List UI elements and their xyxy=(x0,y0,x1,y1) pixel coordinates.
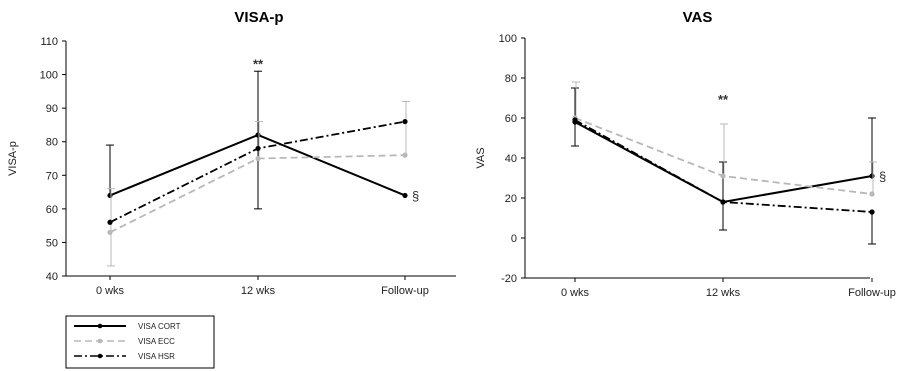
y-tick-label: 40 xyxy=(505,153,517,165)
series-visa-hsr xyxy=(572,117,876,245)
legend-entry: VISA ECC xyxy=(74,337,175,346)
significance-annotation: § xyxy=(412,188,419,203)
data-point xyxy=(402,152,408,158)
chart-title: VAS xyxy=(683,9,713,26)
series-visa-cort xyxy=(106,70,408,210)
chart-1: VISA-p 40 50 60 70 80 90 100 110 0 wks 12 wks Follo… xyxy=(7,9,456,297)
y-tick-label: 60 xyxy=(46,204,58,216)
data-point xyxy=(869,173,875,179)
data-point xyxy=(720,199,726,205)
y-axis-label: VAS xyxy=(475,147,487,168)
data-point xyxy=(107,229,113,235)
y-tick-label: 0 xyxy=(511,233,517,245)
y-tick-label: 40 xyxy=(46,271,58,283)
y-tick-label: -20 xyxy=(501,273,517,285)
legend-box xyxy=(65,315,215,369)
significance-annotation: ** xyxy=(253,57,264,72)
y-tick-label: 100 xyxy=(40,70,58,82)
y-tick-label: 60 xyxy=(505,113,517,125)
data-point xyxy=(255,132,261,138)
series-visa-ecc xyxy=(107,100,410,267)
legend-entry: VISA CORT xyxy=(74,322,181,331)
y-tick-label: 20 xyxy=(505,193,517,205)
x-tick-label: 0 wks xyxy=(561,287,590,299)
y-tick-label: 90 xyxy=(46,103,58,115)
data-point xyxy=(402,192,408,199)
y-tick-label: 50 xyxy=(46,237,58,249)
data-point xyxy=(720,173,726,179)
significance-annotation: ** xyxy=(718,92,729,107)
significance-annotation: § xyxy=(879,169,886,184)
series-line xyxy=(574,119,873,213)
data-point xyxy=(255,145,261,152)
y-tick-label: 80 xyxy=(505,73,517,85)
legend-entry: VISA HSR xyxy=(74,352,175,361)
legend-label: VISA HSR xyxy=(138,352,175,361)
legend-label: VISA ECC xyxy=(138,337,175,346)
y-tick-label: 100 xyxy=(499,33,517,45)
series-visa-hsr xyxy=(107,118,408,225)
y-tick-label: 80 xyxy=(46,137,58,149)
data-point xyxy=(255,155,261,162)
y-tick-label: 70 xyxy=(46,170,58,182)
legend: VISA CORT VISA ECC VISA HSR xyxy=(65,315,215,369)
legend-marker xyxy=(97,323,103,329)
x-tick-label: 12 wks xyxy=(241,285,276,297)
chart-2: VAS -20 0 20 40 60 80 100 0 wks 12 wks Follow-up VA… xyxy=(475,9,896,299)
legend-marker xyxy=(97,338,103,344)
data-point xyxy=(107,219,113,225)
legend-marker xyxy=(97,353,103,359)
x-tick-label: Follow-up xyxy=(848,287,896,299)
data-point xyxy=(107,192,113,199)
chart-title: VISA-p xyxy=(234,9,283,26)
x-tick-label: Follow-up xyxy=(381,285,429,297)
x-tick-label: 0 wks xyxy=(96,285,125,297)
series-visa-ecc xyxy=(572,81,877,197)
data-point xyxy=(572,117,578,123)
legend-label: VISA CORT xyxy=(138,322,181,331)
y-tick-label: 110 xyxy=(40,36,58,48)
x-tick-label: 12 wks xyxy=(706,287,741,299)
data-point xyxy=(869,191,875,197)
y-axis-label: VISA-p xyxy=(7,141,19,176)
data-point xyxy=(869,209,875,215)
data-point xyxy=(402,118,408,125)
